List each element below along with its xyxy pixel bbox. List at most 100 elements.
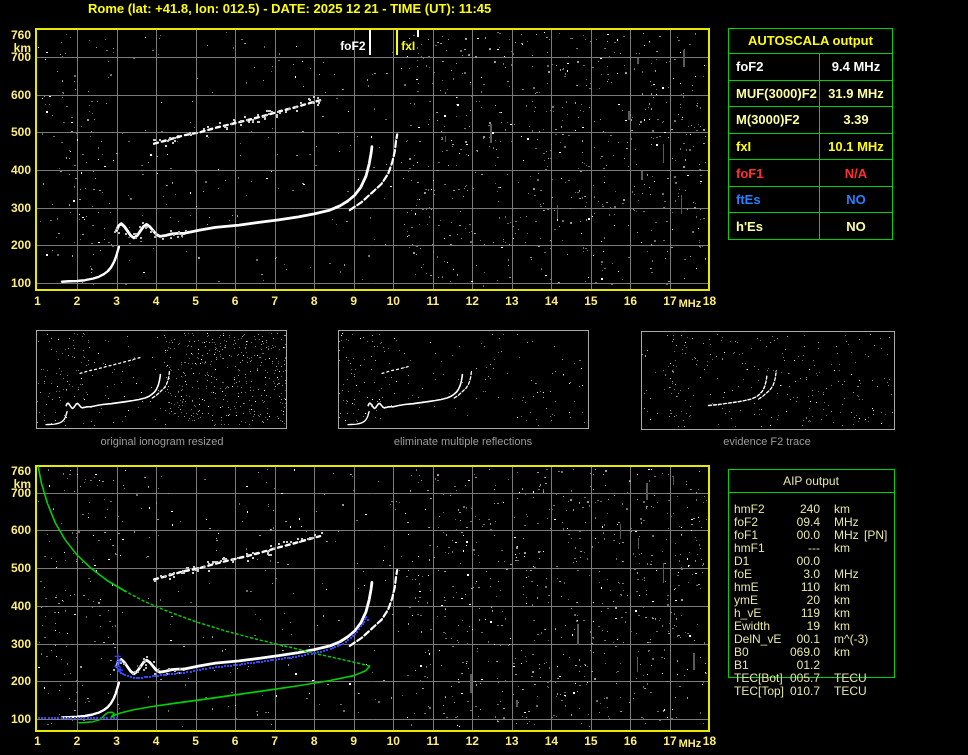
ionogram-top-canvas	[35, 28, 710, 291]
aip-row-ymE: ymE 20 km	[734, 594, 904, 607]
param-cell: M(3000)F2	[729, 107, 820, 133]
thumbnail-eliminate-reflections	[338, 330, 589, 429]
aip-ap-cell: TEC[Top]	[734, 684, 785, 698]
x-tick-label: 7	[271, 294, 279, 308]
y-tick-label: 760	[10, 28, 31, 42]
aip-au-cell: MHz	[834, 528, 859, 542]
value-cell: N/A	[844, 165, 868, 181]
thumbnail-caption: original ionogram resized	[100, 436, 224, 448]
aip-row-hmF1: hmF1 --- km	[734, 542, 904, 555]
aip-ap-cell: ymE	[734, 593, 758, 607]
aip-av-cell: 3.0	[803, 567, 820, 581]
x-tick-label: 11	[426, 294, 440, 308]
x-axis-unit: MHz	[678, 738, 702, 750]
fxI-marker-label: fxI	[401, 39, 416, 53]
foF2-marker-label: foF2	[340, 39, 366, 53]
x-tick-label: 18	[702, 734, 717, 748]
x-axis-unit: MHz	[678, 298, 702, 310]
x-tick-label: 16	[623, 294, 638, 308]
aip-ap-cell: foF1	[734, 528, 759, 542]
aip-av-cell: 09.4	[796, 515, 820, 529]
y-tick-label: 600	[10, 88, 31, 102]
aip-au-cell: km	[834, 619, 850, 633]
param-cell: ftEs	[729, 186, 820, 213]
ionogram-bottom-canvas	[35, 465, 710, 732]
value-cell: 3.39	[843, 112, 869, 128]
y-tick-label: 700	[10, 50, 31, 64]
aip-row-foE: foE 3.0 MHz	[734, 568, 904, 581]
x-tick-label: 6	[231, 734, 239, 748]
x-tick-label: 1	[34, 734, 41, 748]
autoscala-row-M(3000)F2: M(3000)F2 3.39	[729, 107, 892, 134]
aip-ap-cell: foF2	[734, 515, 759, 529]
y-tick-label: 200	[10, 674, 31, 688]
aip-av-cell: 00.1	[796, 632, 820, 646]
y-axis-unit: km	[13, 41, 31, 55]
x-tick-label: 17	[663, 734, 677, 748]
aip-row-TEC[Bot]: TEC[Bot] 005.7 TECU	[734, 672, 904, 685]
param-cell: foF2	[729, 54, 820, 80]
aip-table-rows: hmF2 240 km foF2 09.4 MHz foF1 00.0 MHz [PN] hmF1 -…	[734, 503, 904, 698]
x-tick-label: 15	[584, 734, 598, 748]
aip-an-cell: [PN]	[864, 528, 888, 542]
aip-ap-cell: B1	[734, 658, 749, 672]
x-tick-label: 9	[350, 294, 358, 308]
value-cell: 10.1 MHz	[828, 139, 884, 155]
x-tick-label: 13	[505, 734, 519, 748]
aip-av-cell: ---	[808, 541, 820, 555]
param-cell: h'Es	[729, 213, 820, 240]
autoscala-output-table: AUTOSCALA output foF2 9.4 MHz MUF(3000)F2 3…	[728, 28, 893, 240]
autoscala-row-fxI: fxI 10.1 MHz	[729, 133, 892, 161]
param-cell: MUF(3000)F2	[729, 80, 820, 107]
y-tick-label: 400	[10, 599, 31, 613]
x-tick-label: 5	[192, 734, 199, 748]
x-tick-label: 17	[663, 294, 677, 308]
autoscala-row-ftEs: ftEs NO	[729, 186, 892, 214]
y-tick-label: 700	[10, 486, 31, 500]
aip-au-cell: km	[834, 580, 850, 594]
x-tick-label: 13	[505, 294, 519, 308]
aip-av-cell: 19	[806, 619, 820, 633]
x-tick-label: 4	[152, 294, 160, 308]
value-cell: 9.4 MHz	[831, 59, 881, 75]
x-tick-label: 12	[465, 734, 479, 748]
value-cell: NO	[846, 218, 866, 234]
value-cell: 31.9 MHz	[828, 85, 884, 101]
aip-av-cell: 010.7	[789, 684, 820, 698]
y-tick-label: 760	[10, 464, 31, 478]
autoscala-row-h'Es: h'Es NO	[729, 213, 892, 240]
x-tick-label: 2	[73, 294, 81, 308]
aip-au-cell: TECU	[834, 671, 867, 685]
aip-au-cell: km	[834, 593, 850, 607]
x-tick-label: 3	[113, 734, 120, 748]
ionogram-bottom-plot	[35, 465, 710, 732]
aip-ap-cell: TEC[Bot]	[734, 671, 783, 685]
aip-row-DelN_vE: DelN_vE 00.1 m^(-3)	[734, 633, 904, 646]
aip-row-h_vE: h_vE 119 km	[734, 607, 904, 620]
y-tick-label: 100	[10, 276, 31, 290]
x-tick-label: 5	[192, 294, 199, 308]
aip-ap-cell: D1	[734, 554, 750, 568]
aip-au-cell: MHz	[834, 567, 859, 581]
aip-av-cell: 00.0	[796, 554, 820, 568]
aip-row-hmE: hmE 110 km	[734, 581, 904, 594]
aip-av-cell: 005.7	[789, 671, 820, 685]
aip-av-cell: 20	[806, 593, 820, 607]
aip-av-cell: 01.2	[796, 658, 820, 672]
aip-av-cell: 069.0	[789, 645, 820, 659]
thumbnail-caption: evidence F2 trace	[723, 436, 811, 448]
aip-au-cell: km	[834, 606, 850, 620]
aip-row-B0: B0 069.0 km	[734, 646, 904, 659]
aip-au-cell: m^(-3)	[834, 632, 869, 646]
value-cell: NO	[846, 192, 866, 208]
aip-row-foF2: foF2 09.4 MHz	[734, 516, 904, 529]
x-tick-label: 14	[544, 734, 559, 748]
aip-au-cell: MHz	[834, 515, 859, 529]
aip-ap-cell: DelN_vE	[734, 632, 782, 646]
aip-row-hmF2: hmF2 240 km	[734, 503, 904, 516]
y-tick-label: 200	[10, 238, 31, 252]
autoscala-row-foF2: foF2 9.4 MHz	[729, 54, 892, 81]
x-tick-label: 11	[426, 734, 440, 748]
y-axis-unit: km	[13, 477, 31, 491]
